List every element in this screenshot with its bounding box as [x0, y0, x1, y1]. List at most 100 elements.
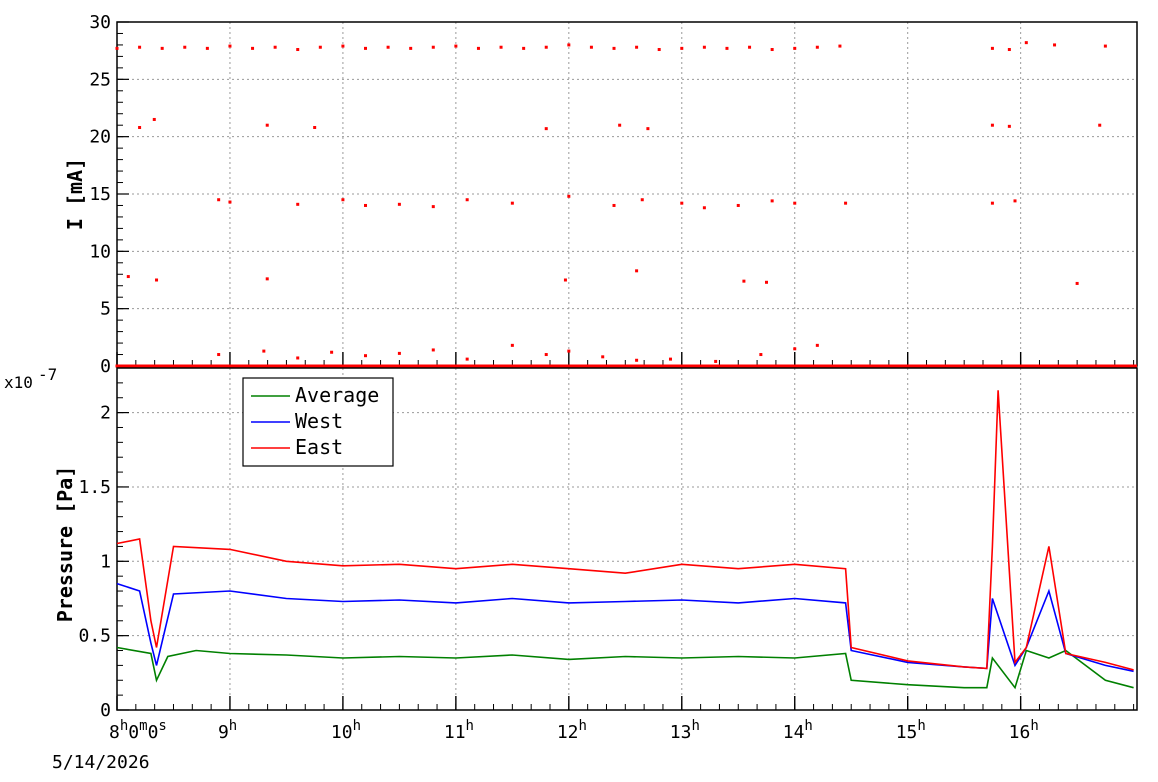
- current-point: [431, 205, 435, 209]
- current-point: [742, 279, 746, 283]
- current-point: [1024, 41, 1028, 45]
- x-tick-hour-unit: h: [229, 718, 237, 734]
- current-point: [990, 123, 994, 127]
- current-point: [160, 46, 164, 50]
- x-tick-hour: 15: [896, 722, 918, 743]
- current-point: [668, 357, 672, 361]
- current-point: [765, 280, 769, 284]
- x-tick-hour-unit: h: [691, 718, 699, 734]
- current-point: [217, 198, 221, 202]
- current-point: [138, 125, 142, 129]
- current-point: [589, 45, 593, 49]
- current-point: [793, 46, 797, 50]
- current-point: [265, 277, 269, 281]
- x-tick-label: 13h: [670, 718, 700, 743]
- current-point: [265, 123, 269, 127]
- x-date-label: 5/14/2026: [52, 752, 150, 773]
- current-point: [680, 46, 684, 50]
- legend-west-label: West: [295, 409, 343, 433]
- current-point: [228, 44, 232, 48]
- x-tick-label: 9h: [218, 718, 237, 743]
- current-point: [330, 350, 334, 354]
- bottom-y-axis-title: Pressure [Pa]: [53, 466, 77, 623]
- current-point: [341, 44, 345, 48]
- current-point: [612, 46, 616, 50]
- x-tick-hour-unit: h: [1030, 718, 1038, 734]
- current-point: [397, 202, 401, 206]
- x-tick-hour-unit: h: [466, 718, 474, 734]
- current-point: [183, 45, 187, 49]
- current-point: [635, 269, 639, 273]
- x-tick-label: 10h: [331, 718, 361, 743]
- current-point: [844, 201, 848, 205]
- x-tick-hour: 12: [557, 722, 579, 743]
- pressure-y-tick-label: 1.5: [78, 477, 111, 498]
- current-point: [815, 343, 819, 347]
- current-point: [563, 278, 567, 282]
- current-point: [115, 46, 119, 50]
- pressure-y-tick-label: 1: [100, 551, 111, 572]
- current-point: [1007, 124, 1011, 128]
- x-tick-label: 11h: [444, 718, 474, 743]
- current-y-tick-label: 0: [100, 356, 111, 377]
- current-point: [155, 278, 159, 282]
- current-point: [736, 203, 740, 207]
- x-tick-hour-unit: h: [353, 718, 361, 734]
- x-tick-hour-unit: h: [917, 718, 925, 734]
- current-point: [341, 198, 345, 202]
- current-point: [544, 127, 548, 131]
- pressure-plot-frame: [116, 367, 1138, 711]
- x-tick-hour: 14: [783, 722, 805, 743]
- current-point: [262, 349, 266, 353]
- current-point: [138, 45, 142, 49]
- current-point: [465, 198, 469, 202]
- current-point: [567, 194, 571, 198]
- x-origin-tick-label-part: 0: [128, 722, 139, 743]
- x-origin-tick-label-part: s: [158, 718, 166, 734]
- current-point: [990, 201, 994, 205]
- current-point: [364, 354, 368, 358]
- current-point: [1075, 281, 1079, 285]
- current-point: [601, 355, 605, 359]
- x-tick-label: 14h: [783, 718, 813, 743]
- current-point: [714, 359, 718, 363]
- current-y-tick-label: 25: [89, 69, 111, 90]
- current-point: [990, 46, 994, 50]
- current-point: [510, 343, 514, 347]
- current-point: [680, 201, 684, 205]
- current-point: [296, 202, 300, 206]
- x-origin-tick-label: 8h0m0s: [109, 718, 167, 743]
- current-y-tick-label: 10: [89, 241, 111, 262]
- pressure-series-west-line: [116, 582, 1134, 673]
- current-point: [1013, 199, 1017, 203]
- current-point: [364, 203, 368, 207]
- legend-east-label: East: [295, 435, 343, 459]
- x-tick-label: 16h: [1009, 718, 1039, 743]
- current-point: [770, 199, 774, 203]
- legend-average-label: Average: [295, 383, 379, 407]
- current-point: [228, 200, 232, 204]
- current-point: [1007, 48, 1011, 52]
- current-point: [1053, 43, 1057, 47]
- x-tick-hour-unit: h: [804, 718, 812, 734]
- current-y-tick-label: 15: [89, 184, 111, 205]
- pressure-series-east-line: [116, 390, 1134, 671]
- current-y-tick-label: 30: [89, 12, 111, 33]
- current-plot: 0 5 10 15 20 25 30: [89, 12, 1138, 377]
- current-point: [838, 44, 842, 48]
- current-point: [499, 45, 503, 49]
- current-point: [251, 46, 255, 50]
- current-y-tick-label: 20: [89, 127, 111, 148]
- current-point: [510, 201, 514, 205]
- current-point: [1103, 44, 1107, 48]
- current-y-tick-label: 5: [100, 299, 111, 320]
- current-point: [702, 206, 706, 210]
- pressure-y-tick-label: 0: [100, 700, 111, 721]
- current-point: [567, 349, 571, 353]
- current-point: [544, 45, 548, 49]
- x-tick-label: 12h: [557, 718, 587, 743]
- current-point: [364, 46, 368, 50]
- current-point: [454, 44, 458, 48]
